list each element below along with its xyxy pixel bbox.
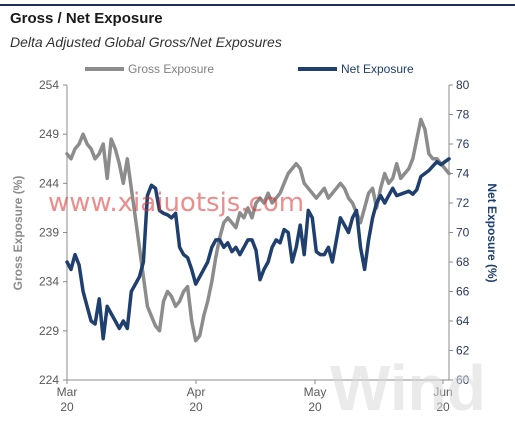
legend-gross-label: Gross Exposure [128, 62, 214, 76]
right-tick-label: 60 [456, 373, 470, 387]
left-tick-label: 244 [39, 176, 59, 190]
right-tick-label: 70 [456, 226, 470, 240]
right-tick-label: 66 [456, 285, 470, 299]
left-tick-label: 229 [39, 324, 59, 338]
gross-exposure-line [65, 117, 451, 343]
chart-title: Gross / Net Exposure [10, 10, 163, 27]
x-tick-label-month: Mar [57, 385, 78, 399]
x-tick-label-month: Jun [433, 385, 452, 399]
chart-subtitle: Delta Adjusted Global Gross/Net Exposure… [10, 34, 282, 50]
legend: Gross Exposure Net Exposure [85, 62, 414, 76]
right-tick-label: 62 [456, 344, 470, 358]
left-tick-label: 224 [39, 373, 59, 387]
x-tick-label-month: Apr [187, 385, 206, 399]
right-tick-label: 72 [456, 196, 470, 210]
right-axis-ticks: 80 78 76 74 72 70 68 66 64 62 60 [449, 78, 470, 387]
left-tick-label: 249 [39, 127, 59, 141]
right-tick-label: 78 [456, 108, 470, 122]
net-exposure-line [65, 157, 451, 341]
legend-net-label: Net Exposure [341, 62, 414, 76]
left-tick-label: 239 [39, 226, 59, 240]
x-tick-label-year: 20 [436, 400, 450, 414]
right-tick-label: 68 [456, 255, 470, 269]
right-tick-label: 64 [456, 314, 470, 328]
y-axis-label-right: Net Exposure (%) [485, 183, 499, 282]
left-axis-ticks: 254 249 244 239 234 229 224 [39, 78, 67, 387]
x-tick-label-year: 20 [60, 400, 74, 414]
x-tick-label-month: May [304, 385, 327, 399]
right-tick-label: 80 [456, 78, 470, 92]
y-axis-label-left: Gross Exposure (%) [11, 176, 25, 291]
axes [66, 85, 450, 381]
left-tick-label: 254 [39, 78, 59, 92]
right-tick-label: 76 [456, 137, 470, 151]
left-tick-label: 234 [39, 275, 59, 289]
top-rule [0, 4, 515, 6]
x-tick-label-year: 20 [308, 400, 322, 414]
right-tick-label: 74 [456, 167, 470, 181]
x-tick-label-year: 20 [189, 400, 203, 414]
watermark-brand-logo: Wind [330, 352, 486, 424]
series-layer [65, 117, 451, 343]
watermark-site-text: www.xiaiuotsjs.com [48, 188, 304, 218]
